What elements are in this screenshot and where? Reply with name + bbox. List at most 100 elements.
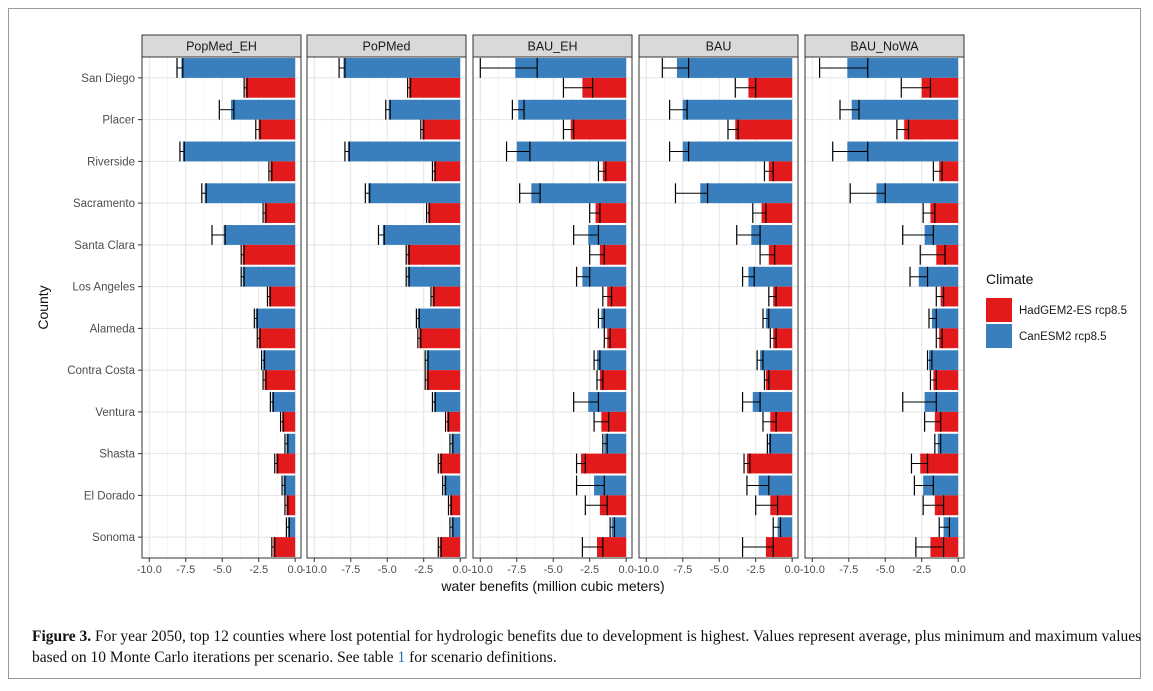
- bar-hadgem2: [601, 411, 627, 432]
- bar-hadgem2: [286, 495, 296, 516]
- x-tick-label: -5.0: [378, 564, 397, 576]
- bar-canesm2: [594, 475, 627, 496]
- bar-hadgem2: [282, 411, 296, 432]
- y-tick-label: Riverside: [87, 156, 135, 168]
- bar-canesm2: [752, 392, 793, 412]
- x-tick-label: -2.5: [249, 564, 268, 576]
- bar-canesm2: [768, 433, 793, 454]
- figure-frame: PopMed_EH -10.0 -7.5 -5.0 -2.5 0.0 PoPMed -10.0…: [8, 8, 1141, 679]
- bar-hadgem2: [940, 286, 959, 307]
- bar-canesm2: [287, 517, 296, 538]
- bar-hadgem2: [242, 244, 296, 265]
- bar-hadgem2: [264, 203, 296, 223]
- x-tick-label: -10.0: [634, 564, 659, 576]
- bar-hadgem2: [428, 203, 461, 223]
- panel-background: [805, 57, 964, 558]
- x-tick-label: -10.0: [800, 564, 825, 576]
- x-tick-label: -2.5: [414, 564, 433, 576]
- bar-canesm2: [283, 475, 296, 496]
- panel-background: [473, 57, 632, 558]
- bar-hadgem2: [599, 244, 627, 265]
- bar-hadgem2: [258, 328, 296, 349]
- bar-canesm2: [407, 266, 461, 287]
- x-tick-label: 0.0: [619, 564, 634, 576]
- facet-strip-label: PoPMed: [363, 40, 411, 54]
- bar-canesm2: [611, 517, 627, 538]
- bar-hadgem2: [773, 328, 793, 349]
- y-tick-label: San Diego: [81, 73, 135, 85]
- bar-hadgem2: [268, 286, 296, 307]
- bar-canesm2: [918, 266, 959, 287]
- bar-hadgem2: [904, 119, 959, 140]
- y-tick-label: El Dorado: [84, 490, 135, 502]
- bar-hadgem2: [748, 77, 793, 98]
- bar-hadgem2: [934, 495, 959, 516]
- bar-hadgem2: [439, 453, 461, 474]
- panel-border: [306, 56, 467, 559]
- bar-canesm2: [347, 141, 461, 162]
- bar-canesm2: [682, 141, 793, 162]
- panel-background: [307, 57, 466, 558]
- bar-hadgem2: [273, 537, 296, 557]
- caption-text-end: for scenario definitions.: [405, 649, 557, 666]
- bar-canesm2: [760, 350, 793, 371]
- bar-canesm2: [368, 183, 461, 204]
- x-tick-label: -2.5: [746, 564, 765, 576]
- bar-canesm2: [847, 58, 959, 78]
- y-tick-label: Alameda: [90, 323, 136, 335]
- bar-canesm2: [388, 99, 461, 120]
- bar-canesm2: [588, 225, 627, 245]
- x-tick-label: 0.0: [951, 564, 966, 576]
- bar-hadgem2: [933, 370, 959, 390]
- facet-strip-label: BAU_EH: [527, 40, 577, 54]
- x-tick-label: -7.5: [341, 564, 360, 576]
- bar-hadgem2: [422, 119, 461, 140]
- x-tick-label: -10.0: [302, 564, 327, 576]
- legend-entry-label: CanESM2 rcp8.5: [1019, 331, 1107, 343]
- y-tick-label: Santa Clara: [74, 240, 135, 252]
- bar-canesm2: [204, 183, 296, 204]
- x-tick-label: -5.0: [876, 564, 895, 576]
- bar-hadgem2: [770, 495, 793, 516]
- y-axis-title: County: [35, 285, 51, 329]
- bar-canesm2: [182, 141, 296, 162]
- x-tick-label: -5.0: [710, 564, 729, 576]
- bar-hadgem2: [264, 370, 296, 390]
- bar-canesm2: [601, 308, 627, 329]
- bar-canesm2: [758, 475, 793, 496]
- bar-canesm2: [515, 58, 627, 78]
- x-tick-label: 0.0: [785, 564, 800, 576]
- x-tick-label: -7.5: [176, 564, 195, 576]
- caption-text: For year 2050, top 12 counties where los…: [32, 628, 1142, 666]
- bar-hadgem2: [276, 453, 296, 474]
- bar-hadgem2: [433, 161, 461, 182]
- panel-background: [639, 57, 798, 558]
- bar-canesm2: [230, 99, 296, 120]
- bar-hadgem2: [735, 119, 793, 140]
- bar-canesm2: [931, 308, 959, 329]
- bar-canesm2: [604, 433, 627, 454]
- x-tick-label: 0.0: [288, 564, 303, 576]
- bar-hadgem2: [920, 453, 959, 474]
- bar-canesm2: [700, 183, 793, 204]
- bar-canesm2: [582, 266, 627, 287]
- bar-hadgem2: [939, 161, 959, 182]
- x-tick-label: -7.5: [839, 564, 858, 576]
- bar-canesm2: [596, 350, 627, 371]
- facet-strip-label: PopMed_EH: [186, 40, 257, 54]
- bar-canesm2: [531, 183, 627, 204]
- facet-strip-label: BAU_NoWA: [850, 40, 919, 54]
- bar-hadgem2: [930, 203, 959, 223]
- x-tick-label: -5.0: [213, 564, 232, 576]
- bar-canesm2: [847, 141, 959, 162]
- y-tick-label: Ventura: [95, 407, 135, 419]
- bar-hadgem2: [930, 537, 959, 557]
- bar-hadgem2: [582, 77, 627, 98]
- x-tick-label: -2.5: [912, 564, 931, 576]
- table-ref-link[interactable]: 1: [397, 649, 406, 666]
- bar-hadgem2: [570, 119, 627, 140]
- panel-border: [472, 56, 633, 559]
- bar-hadgem2: [939, 328, 959, 349]
- y-tick-label: Placer: [102, 115, 135, 127]
- x-tick-label: -7.5: [507, 564, 526, 576]
